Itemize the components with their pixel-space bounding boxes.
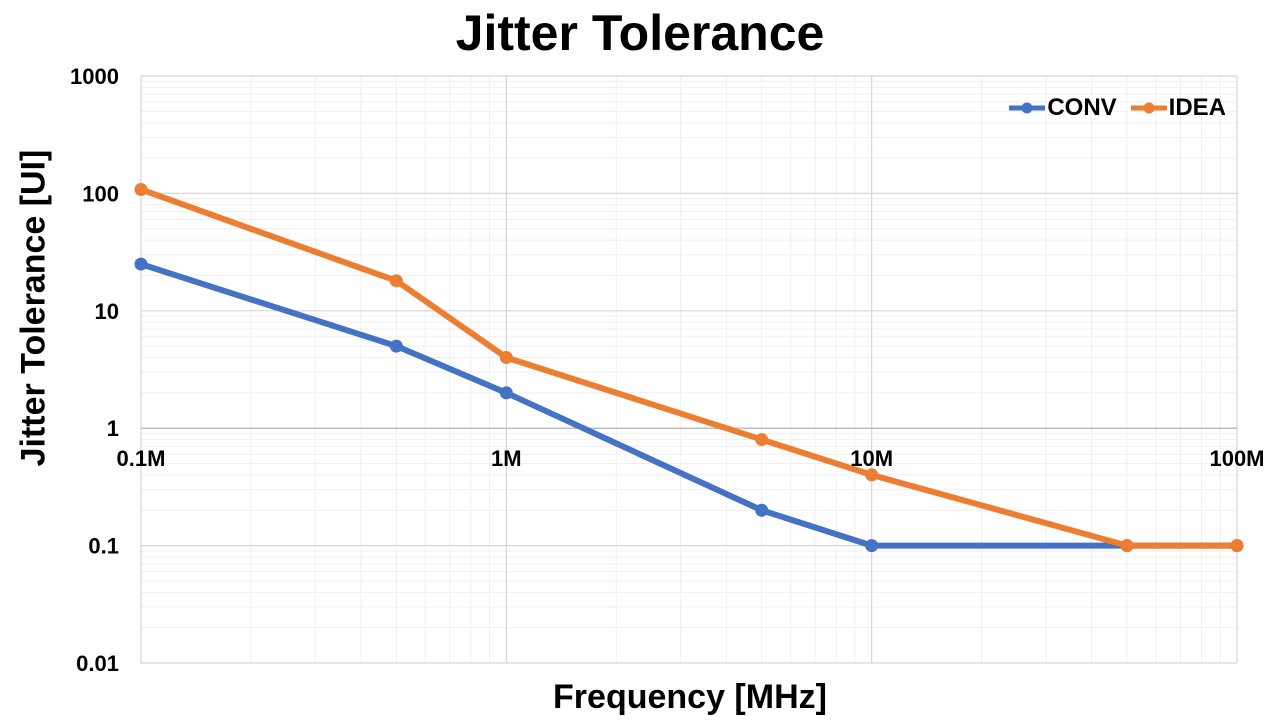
y-tick-label: 10: [95, 299, 119, 324]
legend-label-idea: IDEA: [1168, 94, 1226, 121]
y-tick-label: 0.1: [88, 534, 119, 559]
legend-label-conv: CONV: [1047, 94, 1117, 121]
x-tick-label: 10M: [850, 446, 893, 471]
data-point-conv: [865, 539, 879, 553]
data-point-idea: [1120, 539, 1134, 553]
data-point-idea: [499, 351, 513, 365]
data-point-idea: [134, 182, 148, 196]
major-gridlines: [140, 75, 1238, 664]
minor-gridlines: [141, 76, 1237, 663]
data-point-idea: [389, 274, 403, 288]
y-tick-label: 0.01: [76, 651, 119, 676]
data-point-conv: [755, 503, 769, 517]
data-point-conv: [134, 257, 148, 271]
x-axis-title: Frequency [MHz]: [553, 678, 827, 716]
tick-labels: 0.1M 1M 10M 100M 1000 100 10 1 0.1 0.01: [70, 64, 1264, 676]
y-axis-title: Jitter Tolerance [UI]: [14, 149, 53, 467]
legend-swatch-idea: [1130, 102, 1167, 114]
data-point-conv: [499, 386, 513, 400]
y-tick-label: 1000: [70, 64, 119, 89]
data-point-idea: [1230, 539, 1244, 553]
x-tick-label: 100M: [1209, 446, 1264, 471]
data-point-idea: [865, 468, 879, 482]
data-point-conv: [389, 339, 403, 353]
data-point-idea: [755, 433, 769, 447]
series-line-conv: [138, 261, 1240, 549]
legend: CONV IDEA: [1009, 94, 1226, 122]
legend-swatch-conv: [1009, 102, 1046, 114]
chart-title: Jitter Tolerance: [455, 5, 825, 61]
series-layer: [134, 182, 1244, 553]
series-line-idea: [138, 186, 1240, 549]
legend-item-conv: CONV: [1009, 94, 1117, 122]
y-tick-label: 100: [82, 181, 119, 206]
x-tick-label: 1M: [491, 446, 522, 471]
x-tick-label: 0.1M: [117, 446, 166, 471]
legend-item-idea: IDEA: [1130, 94, 1226, 122]
y-tick-label: 1: [107, 416, 119, 441]
